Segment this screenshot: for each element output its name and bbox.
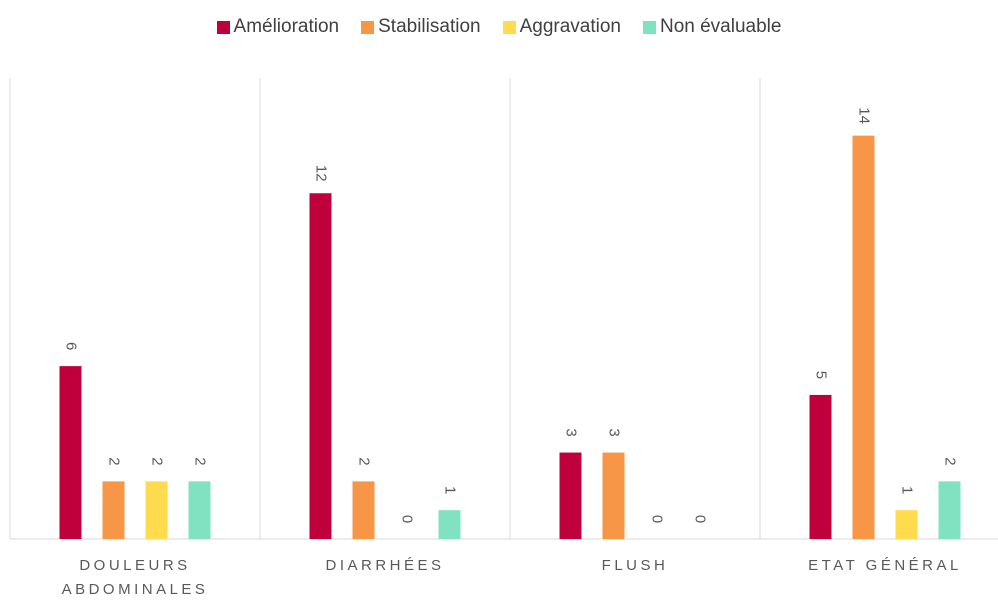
data-label: 2 <box>192 457 209 465</box>
legend-item: Aggravation <box>502 16 621 38</box>
legend-item: Non évaluable <box>642 16 782 38</box>
legend-label: Stabilisation <box>378 16 481 37</box>
bar <box>602 452 625 539</box>
bar <box>438 510 461 539</box>
bar <box>59 366 82 539</box>
data-label: 2 <box>942 457 959 465</box>
legend-item: Stabilisation <box>361 16 481 38</box>
bar <box>895 510 918 539</box>
bar <box>852 135 875 539</box>
data-label: 2 <box>356 457 373 465</box>
legend-swatch <box>216 20 230 34</box>
legend-item: Amélioration <box>216 16 340 38</box>
legend-label: Non évaluable <box>659 16 782 37</box>
data-label: 3 <box>606 428 623 436</box>
bar <box>309 193 332 539</box>
bar <box>809 394 832 539</box>
legend-swatch <box>502 20 516 34</box>
bar <box>102 481 125 539</box>
data-label: 1 <box>442 486 459 494</box>
x-tick-label: DIARRHÉES <box>325 557 445 574</box>
data-label: 5 <box>813 371 830 379</box>
bar <box>938 481 961 539</box>
data-label: 2 <box>106 457 123 465</box>
bar <box>352 481 375 539</box>
data-label: 0 <box>399 515 416 523</box>
bar <box>559 452 582 539</box>
x-tick-label: ETAT GÉNÉRAL <box>808 557 962 574</box>
bar <box>188 481 211 539</box>
legend-swatch <box>361 20 375 34</box>
legend-label: Aggravation <box>519 16 621 37</box>
data-label: 3 <box>563 428 580 436</box>
data-label: 0 <box>649 515 666 523</box>
data-label: 2 <box>149 457 166 465</box>
data-label: 14 <box>856 107 873 124</box>
data-label: 1 <box>899 486 916 494</box>
x-tick-label: DOULEURS ABDOMINALES <box>61 557 209 598</box>
data-label: 6 <box>63 342 80 350</box>
legend: Amélioration Stabilisation Aggravation Non … <box>0 16 998 38</box>
legend-swatch <box>642 20 656 34</box>
data-label: 12 <box>313 165 330 182</box>
x-tick-label: FLUSH <box>601 557 669 574</box>
bar <box>145 481 168 539</box>
data-label: 0 <box>692 515 709 523</box>
legend-label: Amélioration <box>233 16 340 37</box>
